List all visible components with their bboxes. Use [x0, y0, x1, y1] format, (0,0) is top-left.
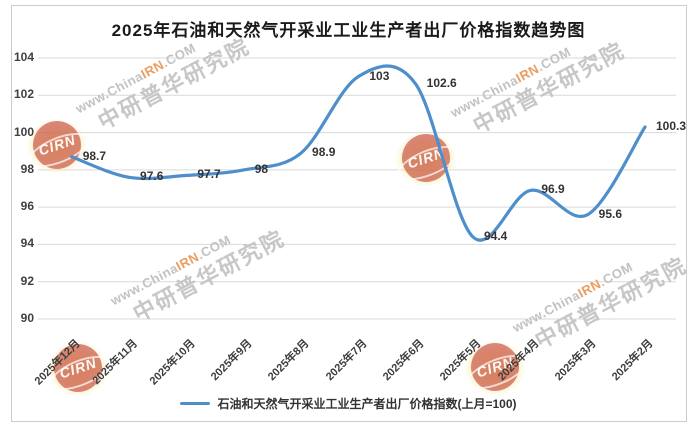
- y-axis-tick: 90: [20, 311, 34, 325]
- data-label: 97.6: [140, 169, 164, 184]
- data-label: 95.6: [598, 206, 623, 221]
- y-axis-tick: 94: [20, 236, 34, 251]
- y-axis-tick: 104: [13, 50, 34, 64]
- y-axis-tick: 96: [20, 199, 34, 214]
- legend: 石油和天然气开采业工业生产者出厂价格指数(上月=100): [0, 395, 697, 412]
- y-axis-tick: 98: [20, 161, 34, 176]
- data-label: 100.3: [656, 118, 687, 133]
- data-label: 97.7: [197, 167, 221, 182]
- cirn-logo-watermark: CIRN: [385, 122, 467, 196]
- cirn-logo-watermark: CIRN: [454, 331, 536, 405]
- cirn-logo-watermark: CIRN: [16, 109, 98, 183]
- data-label: 103: [369, 68, 390, 83]
- data-label: 98.9: [312, 145, 336, 160]
- data-label: 94.4: [484, 228, 508, 243]
- logo-circle: CIRN: [54, 344, 102, 392]
- data-label: 98.7: [82, 148, 107, 163]
- y-axis-tick: 102: [13, 87, 34, 102]
- data-label: 102.6: [426, 76, 457, 91]
- cirn-logo-watermark: CIRN: [37, 332, 119, 406]
- data-label: 96.9: [541, 182, 565, 197]
- watermark-text: www.ChinaIRN.COM 中研普华研究院: [108, 210, 290, 335]
- y-axis-tick: 92: [20, 273, 34, 288]
- data-label: 98: [254, 161, 269, 176]
- y-axis-tick: 100: [13, 124, 34, 139]
- legend-label: 石油和天然气开采业工业生产者出厂价格指数(上月=100): [217, 397, 517, 411]
- chart-title: 2025年石油和天然气开采业工业生产者出厂价格指数趋势图: [111, 21, 586, 40]
- legend-line-marker: [180, 402, 211, 405]
- logo-circle: CIRN: [471, 343, 519, 391]
